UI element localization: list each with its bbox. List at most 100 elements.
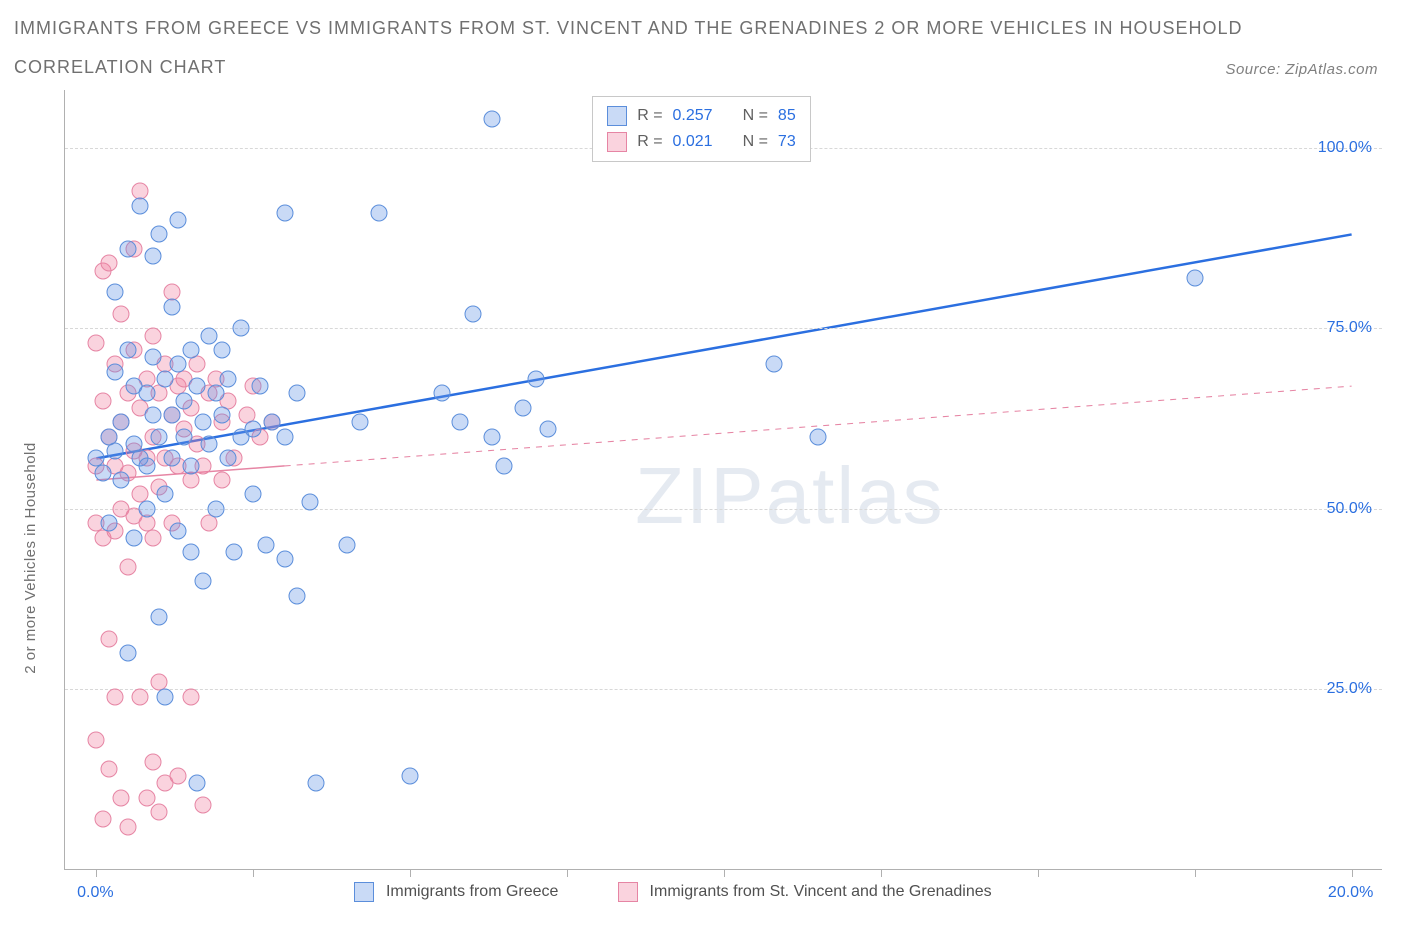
source-attribution: Source: ZipAtlas.com — [1225, 61, 1378, 78]
scatter-point-svg — [151, 804, 168, 821]
x-tick — [253, 869, 254, 877]
subtitle-row: CORRELATION CHART Source: ZipAtlas.com — [14, 57, 1406, 78]
chart-area: 2 or more Vehicles in Household ZIPatlas… — [14, 90, 1392, 910]
gridline — [65, 689, 1382, 690]
scatter-point-greece — [213, 407, 230, 424]
scatter-point-svg — [182, 472, 199, 489]
stat-r-label: R = — [637, 107, 662, 125]
scatter-point-greece — [496, 457, 513, 474]
scatter-point-greece — [119, 645, 136, 662]
watermark: ZIPatlas — [635, 450, 944, 542]
x-tick — [724, 869, 725, 877]
scatter-point-greece — [169, 212, 186, 229]
scatter-point-svg — [138, 789, 155, 806]
legend-item-svg: Immigrants from St. Vincent and the Gren… — [618, 882, 992, 902]
scatter-point-greece — [107, 363, 124, 380]
stat-r-value: 0.257 — [673, 107, 713, 125]
scatter-point-greece — [107, 443, 124, 460]
x-tick — [410, 869, 411, 877]
scatter-point-greece — [94, 464, 111, 481]
y-tick-label: 50.0% — [1327, 500, 1372, 518]
scatter-point-svg — [88, 334, 105, 351]
y-tick-label: 100.0% — [1318, 139, 1372, 157]
scatter-point-greece — [151, 428, 168, 445]
scatter-point-svg — [100, 630, 117, 647]
scatter-point-svg — [113, 305, 130, 322]
scatter-point-greece — [157, 486, 174, 503]
scatter-point-greece — [810, 428, 827, 445]
chart-subtitle: CORRELATION CHART — [14, 57, 226, 78]
scatter-point-svg — [94, 392, 111, 409]
scatter-point-greece — [213, 342, 230, 359]
legend-swatch-icon — [618, 882, 638, 902]
x-tick-label: 0.0% — [77, 884, 113, 902]
scatter-point-greece — [527, 370, 544, 387]
scatter-point-greece — [201, 327, 218, 344]
scatter-point-greece — [182, 342, 199, 359]
scatter-point-greece — [163, 450, 180, 467]
scatter-point-greece — [226, 544, 243, 561]
scatter-point-greece — [276, 204, 293, 221]
scatter-point-greece — [515, 399, 532, 416]
stats-row: R =0.021N =73 — [607, 129, 796, 155]
scatter-point-svg — [88, 732, 105, 749]
scatter-point-greece — [132, 197, 149, 214]
scatter-point-greece — [188, 378, 205, 395]
scatter-point-svg — [119, 818, 136, 835]
scatter-point-greece — [119, 240, 136, 257]
y-tick-label: 25.0% — [1327, 680, 1372, 698]
scatter-point-greece — [245, 486, 262, 503]
scatter-point-greece — [182, 544, 199, 561]
scatter-point-svg — [169, 768, 186, 785]
scatter-point-greece — [107, 284, 124, 301]
scatter-point-greece — [220, 370, 237, 387]
scatter-point-greece — [220, 450, 237, 467]
scatter-point-greece — [201, 435, 218, 452]
stats-box: R =0.257N =85R =0.021N =73 — [592, 96, 811, 162]
scatter-point-greece — [169, 356, 186, 373]
scatter-point-greece — [232, 320, 249, 337]
trendline-greece — [96, 234, 1351, 458]
scatter-point-greece — [126, 529, 143, 546]
scatter-point-greece — [1186, 269, 1203, 286]
scatter-point-greece — [151, 226, 168, 243]
y-axis-label: 2 or more Vehicles in Household — [22, 442, 39, 673]
scatter-point-greece — [163, 407, 180, 424]
scatter-point-greece — [151, 609, 168, 626]
scatter-point-svg — [107, 688, 124, 705]
x-tick — [881, 869, 882, 877]
scatter-point-svg — [113, 789, 130, 806]
scatter-point-greece — [301, 493, 318, 510]
scatter-point-greece — [163, 298, 180, 315]
x-tick — [1352, 869, 1353, 877]
legend-label: Immigrants from St. Vincent and the Gren… — [650, 883, 992, 901]
title-block: IMMIGRANTS FROM GREECE VS IMMIGRANTS FRO… — [0, 0, 1406, 78]
scatter-point-greece — [339, 537, 356, 554]
scatter-point-greece — [176, 428, 193, 445]
scatter-point-svg — [201, 515, 218, 532]
scatter-point-svg — [144, 327, 161, 344]
scatter-point-greece — [144, 248, 161, 265]
legend-label: Immigrants from Greece — [386, 883, 558, 901]
scatter-point-greece — [144, 407, 161, 424]
scatter-point-greece — [169, 522, 186, 539]
scatter-point-greece — [308, 775, 325, 792]
chart-title: IMMIGRANTS FROM GREECE VS IMMIGRANTS FRO… — [14, 18, 1406, 39]
plot-area: ZIPatlas 25.0%50.0%75.0%100.0%R =0.257N … — [64, 90, 1382, 870]
scatter-point-greece — [138, 457, 155, 474]
x-tick — [1195, 869, 1196, 877]
scatter-point-svg — [195, 797, 212, 814]
legend-swatch-icon — [607, 106, 627, 126]
stat-n-label: N = — [743, 107, 768, 125]
scatter-point-greece — [207, 385, 224, 402]
stats-row: R =0.257N =85 — [607, 103, 796, 129]
scatter-point-greece — [370, 204, 387, 221]
scatter-point-greece — [251, 378, 268, 395]
scatter-point-greece — [113, 414, 130, 431]
scatter-point-greece — [100, 515, 117, 532]
scatter-point-greece — [452, 414, 469, 431]
scatter-point-greece — [138, 385, 155, 402]
legend-swatch-icon — [354, 882, 374, 902]
scatter-point-greece — [195, 573, 212, 590]
scatter-point-greece — [264, 414, 281, 431]
